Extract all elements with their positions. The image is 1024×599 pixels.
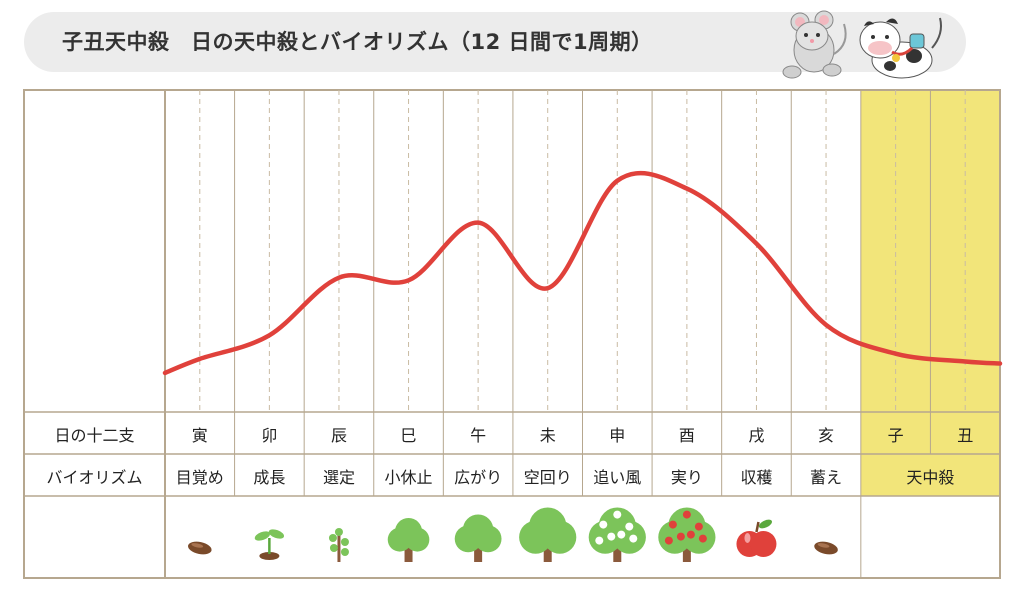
phase-label: 空回り bbox=[523, 468, 572, 487]
fruit-tree-icon bbox=[658, 507, 716, 562]
sprout-icon bbox=[254, 529, 285, 560]
cow-icon bbox=[859, 17, 942, 79]
zodiac-tick-label: 卯 bbox=[261, 426, 278, 445]
phase-label: 選定 bbox=[322, 468, 355, 487]
phase-label: 蓄え bbox=[810, 468, 843, 487]
zodiac-tick-label: 辰 bbox=[330, 426, 347, 445]
tenchusatsu-label: 天中殺 bbox=[906, 468, 955, 487]
phase-label: 実り bbox=[670, 468, 703, 487]
zodiac-tick-label: 酉 bbox=[678, 426, 695, 445]
zodiac-tick-label: 寅 bbox=[191, 426, 208, 445]
big-tree-icon bbox=[519, 507, 577, 562]
tree-icon bbox=[454, 514, 502, 562]
sapling-icon bbox=[328, 528, 349, 562]
zodiac-tick-label: 申 bbox=[609, 426, 626, 445]
phase-label: 目覚め bbox=[175, 468, 224, 487]
small-tree-icon bbox=[387, 518, 430, 562]
zodiac-tick-label: 子 bbox=[887, 426, 904, 445]
phase-label: 成長 bbox=[253, 468, 286, 487]
biorhythm-line bbox=[162, 170, 1003, 376]
zodiac-tick-label: 亥 bbox=[818, 426, 835, 445]
row-label-zodiac: 日の十二支 bbox=[54, 426, 135, 445]
phase-label: 追い風 bbox=[593, 468, 642, 487]
phase-label: 収穫 bbox=[740, 468, 773, 487]
row-label-biorhythm: バイオリズム bbox=[46, 468, 143, 487]
phase-label: 広がり bbox=[454, 468, 503, 487]
apple-icon bbox=[736, 519, 777, 557]
table-frame bbox=[23, 89, 1001, 579]
zodiac-tick-label: 午 bbox=[470, 426, 487, 445]
mouse-icon bbox=[782, 10, 847, 79]
flowering-tree-icon bbox=[588, 507, 646, 562]
zodiac-tick-label: 未 bbox=[539, 426, 556, 445]
page-title: 子丑天中殺 日の天中殺とバイオリズム（12 日間で1周期） bbox=[62, 30, 653, 54]
zodiac-tick-label: 戌 bbox=[748, 426, 765, 445]
zodiac-tick-label: 巳 bbox=[400, 426, 417, 445]
phase-label: 小休止 bbox=[384, 468, 433, 487]
mascot-illustration bbox=[782, 10, 942, 79]
zodiac-tick-label: 丑 bbox=[957, 426, 974, 445]
seed-icon bbox=[187, 541, 212, 555]
seed-icon bbox=[814, 541, 838, 555]
